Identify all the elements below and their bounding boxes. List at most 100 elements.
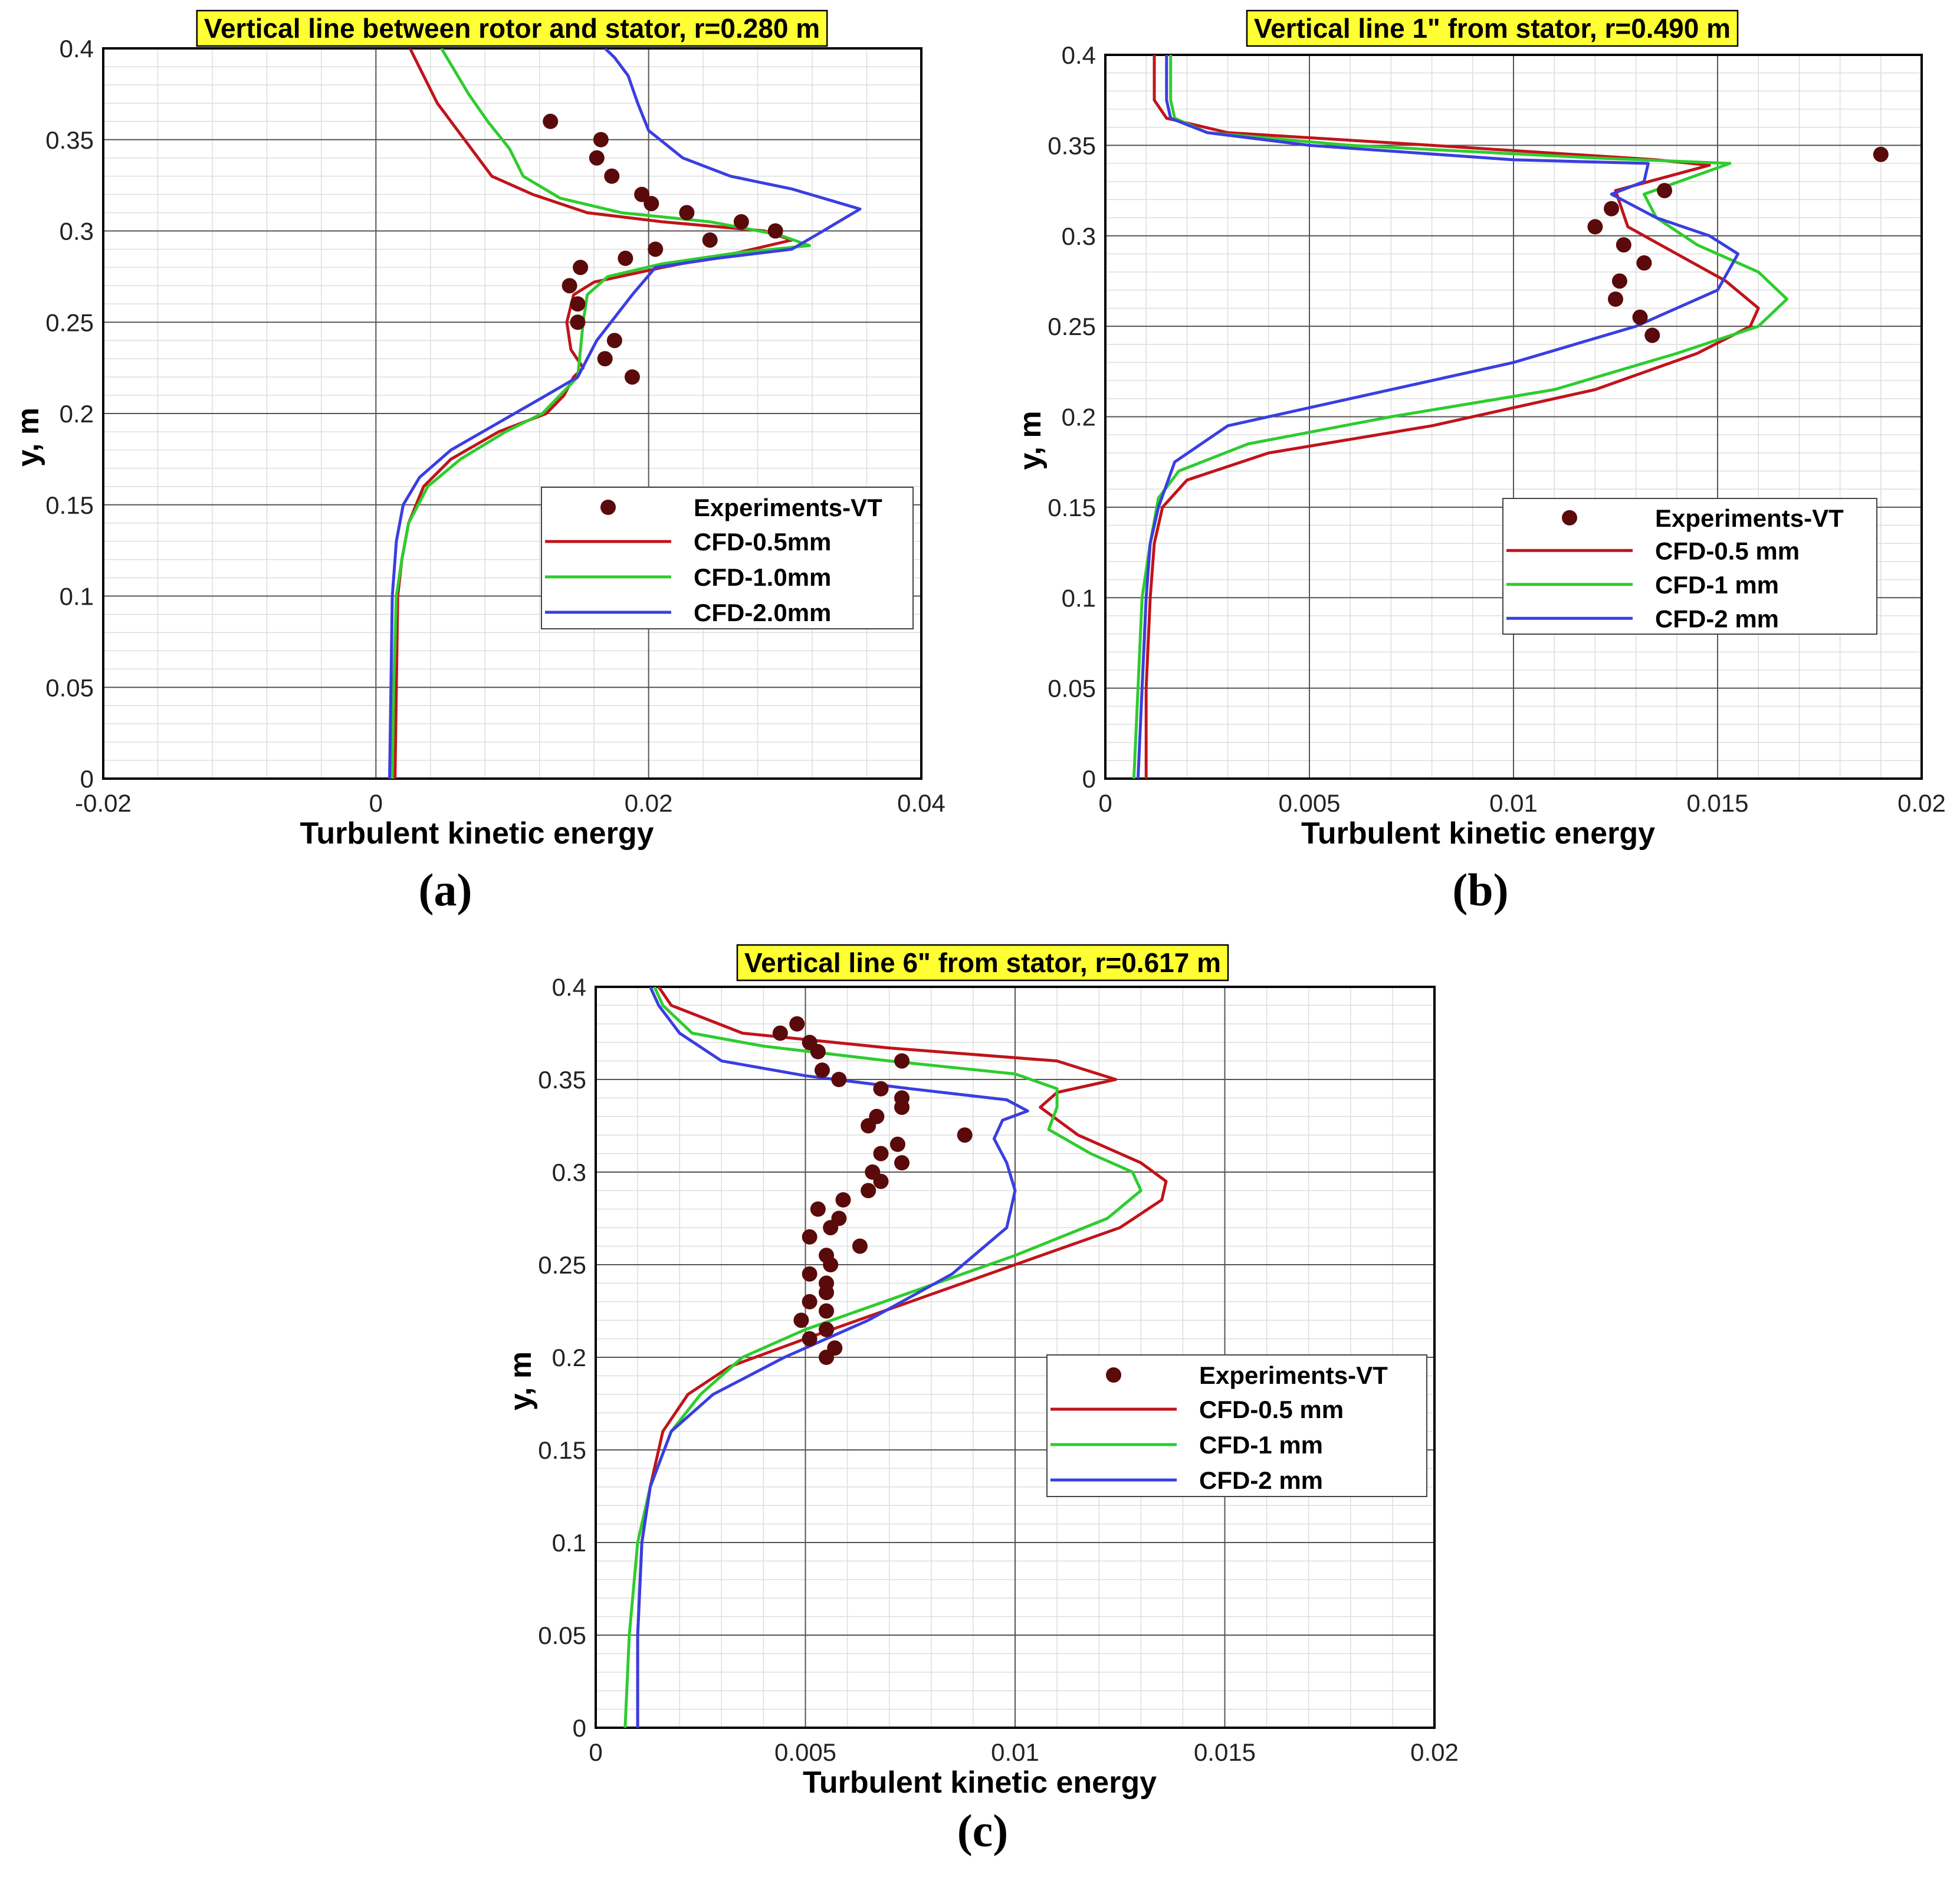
legend-label: CFD-1 mm <box>1655 571 1779 599</box>
x-tick-label: 0.005 <box>774 1738 836 1766</box>
y-tick-label: 0.35 <box>1048 132 1096 159</box>
experiment-point <box>1611 273 1627 289</box>
experiment-point <box>802 1294 818 1310</box>
experiment-point <box>589 150 605 166</box>
y-tick-label: 0.15 <box>1048 494 1096 521</box>
x-tick-label: -0.02 <box>75 789 132 817</box>
title-background <box>196 9 828 47</box>
y-tick-label: 0.1 <box>1062 584 1096 612</box>
y-tick-label: 0 <box>1082 765 1096 793</box>
experiment-point <box>852 1238 868 1254</box>
x-tick-label: 0.015 <box>1686 789 1748 817</box>
experiment-point <box>702 232 718 248</box>
legend-label: CFD-1.0mm <box>694 563 831 591</box>
panel-label: (b) <box>1452 864 1508 915</box>
title-text: Vertical line 1" from stator, r=0.490 m <box>1254 13 1731 44</box>
x-tick-label: 0 <box>369 789 383 817</box>
experiment-point <box>831 1072 847 1087</box>
y-axis-label: y, m <box>504 1351 538 1410</box>
x-axis-label: Turbulent kinetic energy <box>803 1765 1157 1800</box>
legend-label: Experiments-VT <box>1655 504 1844 532</box>
y-tick-label: 0.15 <box>538 1436 586 1464</box>
experiment-point <box>570 296 586 312</box>
series-line-cfd-2-0mm <box>388 48 862 779</box>
experiment-point <box>543 113 559 129</box>
title-background <box>1246 9 1739 47</box>
experiment-point <box>618 250 633 266</box>
y-tick-label: 0 <box>573 1714 586 1742</box>
experiment-point <box>861 1183 876 1199</box>
experiment-point <box>810 1201 826 1217</box>
experiment-point <box>819 1303 835 1319</box>
experiment-point <box>823 1220 839 1236</box>
y-tick-label: 0.1 <box>60 583 94 611</box>
experiment-point <box>873 1173 889 1189</box>
experiment-point <box>819 1350 835 1365</box>
series-line-cfd-1-0mm <box>390 48 811 779</box>
experiment-point <box>894 1155 910 1171</box>
experiment-point <box>789 1016 805 1032</box>
experiment-point <box>634 186 650 202</box>
experiment-point <box>624 369 640 385</box>
panel-label: (a) <box>419 864 472 915</box>
legend-label: Experiments-VT <box>694 494 882 521</box>
experiment-point <box>1608 291 1623 307</box>
experiment-point <box>593 132 609 147</box>
experiment-point <box>1604 201 1620 216</box>
experiment-point <box>562 278 577 294</box>
y-tick-label: 0.2 <box>1062 403 1096 431</box>
experiment-point <box>894 1100 910 1115</box>
legend-label: CFD-2.0mm <box>694 599 831 626</box>
y-axis-label: y, m <box>1013 411 1048 470</box>
experiment-point <box>802 1229 818 1245</box>
y-tick-label: 0.15 <box>45 491 94 519</box>
x-tick-label: 0.015 <box>1194 1738 1256 1766</box>
experiment-point <box>679 205 695 221</box>
y-tick-label: 0.4 <box>1062 41 1096 69</box>
title-text: Vertical line between rotor and stator, … <box>204 13 820 44</box>
title-text: Vertical line 6" from stator, r=0.617 m <box>744 947 1221 978</box>
y-tick-label: 0.05 <box>45 674 94 701</box>
y-tick-label: 0.05 <box>1048 675 1096 703</box>
legend: Experiments-VT CFD-0.5mm CFD-1.0mm CFD-2.0m… <box>541 487 914 629</box>
experiment-point <box>814 1062 830 1078</box>
y-tick-label: 0.2 <box>60 400 94 428</box>
legend-marker-experiments <box>1562 510 1577 526</box>
experiment-point <box>894 1053 910 1069</box>
series-group <box>388 48 862 779</box>
experiment-point <box>604 168 620 184</box>
plot-frame <box>1104 54 1923 780</box>
y-tick-label: 0.3 <box>60 218 94 245</box>
experiment-point <box>1644 327 1660 343</box>
experiment-point <box>570 314 586 330</box>
series-line-cfd-0-5-mm <box>1144 55 1760 779</box>
experiment-point <box>648 241 664 257</box>
panel-label: (c) <box>957 1805 1009 1856</box>
chart-panel-2: 0 0.005 0.01 0.015 0.02 0 0.05 0.1 0.15 0.2 0.25 0.… <box>1013 9 1946 915</box>
series-group <box>623 987 1168 1728</box>
experiment-point <box>861 1118 876 1134</box>
x-tick-label: 0.01 <box>1489 789 1538 817</box>
experiment-point <box>957 1127 973 1143</box>
experiment-point <box>733 214 749 230</box>
series-line-cfd-2-mm <box>636 987 1029 1728</box>
chart-title: Vertical line 6" from stator, r=0.617 m <box>736 944 1229 982</box>
legend: Experiments-VT CFD-0.5 mm CFD-1 mm CFD-2 mm <box>1502 498 1877 635</box>
y-tick-label: 0.4 <box>552 973 586 1001</box>
series-line-cfd-2-mm <box>1136 55 1740 779</box>
y-tick-label: 0.05 <box>538 1622 586 1649</box>
experiment-point <box>819 1321 835 1337</box>
experiment-point <box>606 333 622 349</box>
experiment-point <box>810 1043 826 1059</box>
experiment-point <box>573 260 589 275</box>
y-tick-label: 0.1 <box>552 1529 586 1557</box>
chart-title: Vertical line 1" from stator, r=0.490 m <box>1246 9 1739 47</box>
x-tick-label: 0.02 <box>1897 789 1946 817</box>
experiment-point <box>873 1081 889 1097</box>
y-tick-label: 0 <box>80 765 94 793</box>
y-tick-label: 0.25 <box>1048 313 1096 340</box>
experiment-point <box>1632 309 1648 325</box>
experiment-point <box>873 1146 889 1161</box>
title-background <box>736 944 1229 982</box>
